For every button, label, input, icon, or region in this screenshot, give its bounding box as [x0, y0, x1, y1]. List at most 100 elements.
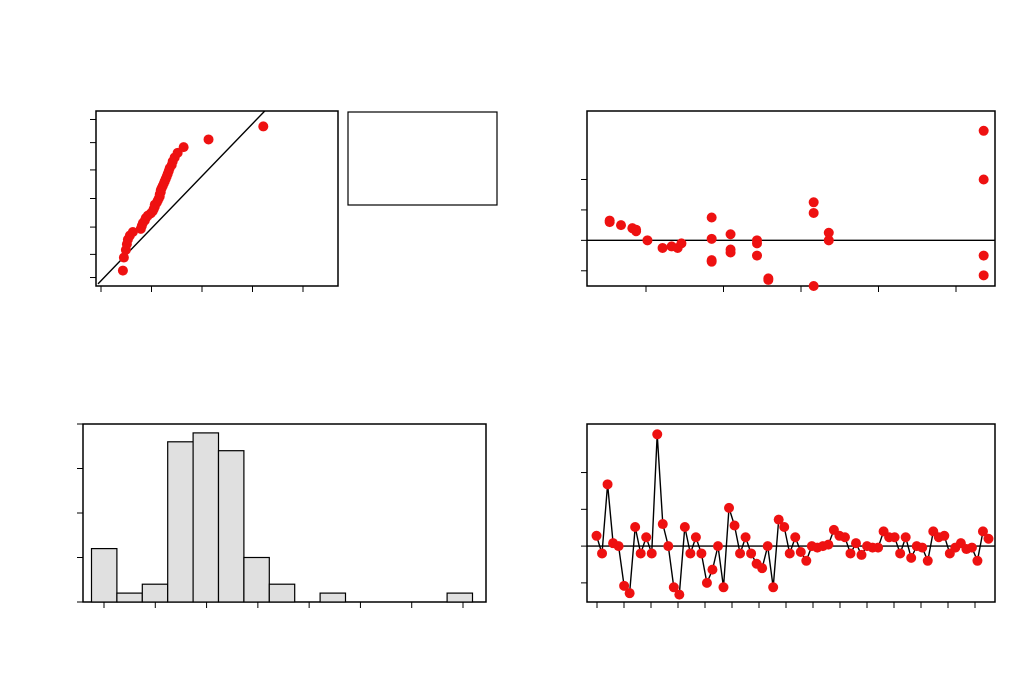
data-point [729, 520, 740, 531]
legend-frame [347, 111, 498, 206]
data-point [978, 270, 989, 281]
data-point [801, 555, 812, 566]
data-point [676, 238, 687, 249]
series-line [595, 434, 990, 597]
data-point [808, 197, 819, 208]
histogram-bar [141, 583, 169, 603]
histogram-bar [319, 592, 347, 603]
data-point [707, 564, 718, 575]
data-point [642, 235, 653, 246]
histogram-bar [90, 547, 118, 603]
data-point [118, 252, 129, 263]
data-point [178, 142, 189, 153]
data-point [889, 532, 900, 543]
normal-probability-plot [90, 110, 339, 292]
data-point [674, 589, 685, 600]
data-point [895, 548, 906, 559]
data-point [773, 514, 784, 525]
data-point [613, 541, 624, 552]
data-point [663, 541, 674, 552]
plot-frame [95, 110, 339, 287]
data-point [706, 255, 717, 266]
data-point [972, 555, 983, 566]
data-point [752, 250, 762, 261]
data-point [763, 274, 774, 285]
data-point [906, 552, 917, 563]
data-point [917, 542, 928, 553]
data-point [706, 212, 717, 223]
data-point [939, 530, 950, 541]
data-point [823, 235, 834, 246]
data-point [856, 549, 867, 560]
data-point [602, 479, 613, 490]
data-point [757, 563, 768, 574]
data-point [808, 207, 819, 218]
data-point [978, 250, 989, 261]
data-point [725, 229, 736, 240]
data-point [724, 502, 735, 513]
data-point [696, 548, 707, 559]
data-point [845, 548, 856, 559]
histogram-bar [167, 441, 194, 603]
data-point [725, 247, 736, 258]
data-point [701, 577, 712, 588]
data-point [127, 227, 138, 238]
data-point [616, 220, 626, 231]
data-point [746, 548, 757, 559]
histogram-bar [116, 592, 143, 603]
plot-frame [586, 423, 996, 603]
data-point [808, 281, 819, 291]
data-point [646, 548, 657, 559]
data-point [768, 582, 779, 593]
plot-frame [82, 423, 487, 603]
data-point [977, 526, 988, 537]
data-point [900, 532, 911, 543]
data-point [631, 224, 642, 235]
data-point [117, 265, 128, 276]
histogram-bar [268, 583, 296, 603]
residuals-versus-order-plot [581, 423, 996, 608]
data-point [823, 539, 834, 550]
data-point [850, 538, 861, 549]
data-point [712, 541, 723, 552]
data-point [978, 125, 989, 136]
data-point [779, 521, 790, 532]
data-point [839, 532, 850, 543]
data-point [735, 548, 746, 559]
data-point [823, 227, 834, 238]
data-point [795, 546, 806, 557]
data-point [718, 582, 729, 593]
data-point [752, 238, 762, 249]
histogram-plot [77, 423, 487, 608]
data-point [203, 134, 214, 145]
data-point [657, 242, 668, 253]
data-point [978, 174, 989, 185]
histogram-bar [192, 432, 220, 603]
data-point [762, 541, 773, 552]
data-point [630, 521, 641, 532]
legend-box [347, 111, 498, 206]
data-point [966, 542, 977, 553]
data-point [790, 532, 801, 543]
data-point [652, 429, 663, 440]
data-point [619, 580, 630, 591]
data-point [983, 533, 994, 544]
histogram-bar [217, 450, 245, 603]
data-point [641, 532, 652, 543]
data-point [679, 521, 690, 532]
data-point [922, 555, 933, 566]
histogram-bar [243, 556, 270, 603]
data-point [597, 548, 608, 559]
data-point [873, 542, 884, 553]
data-point [258, 121, 269, 132]
residuals-versus-fits-plot [581, 110, 996, 292]
data-point [685, 548, 696, 559]
data-point [635, 548, 646, 559]
data-point [784, 548, 795, 559]
data-point [604, 217, 615, 228]
data-point [591, 530, 602, 541]
plot-frame [586, 110, 996, 287]
histogram-bar [446, 592, 474, 603]
data-point [657, 519, 668, 530]
